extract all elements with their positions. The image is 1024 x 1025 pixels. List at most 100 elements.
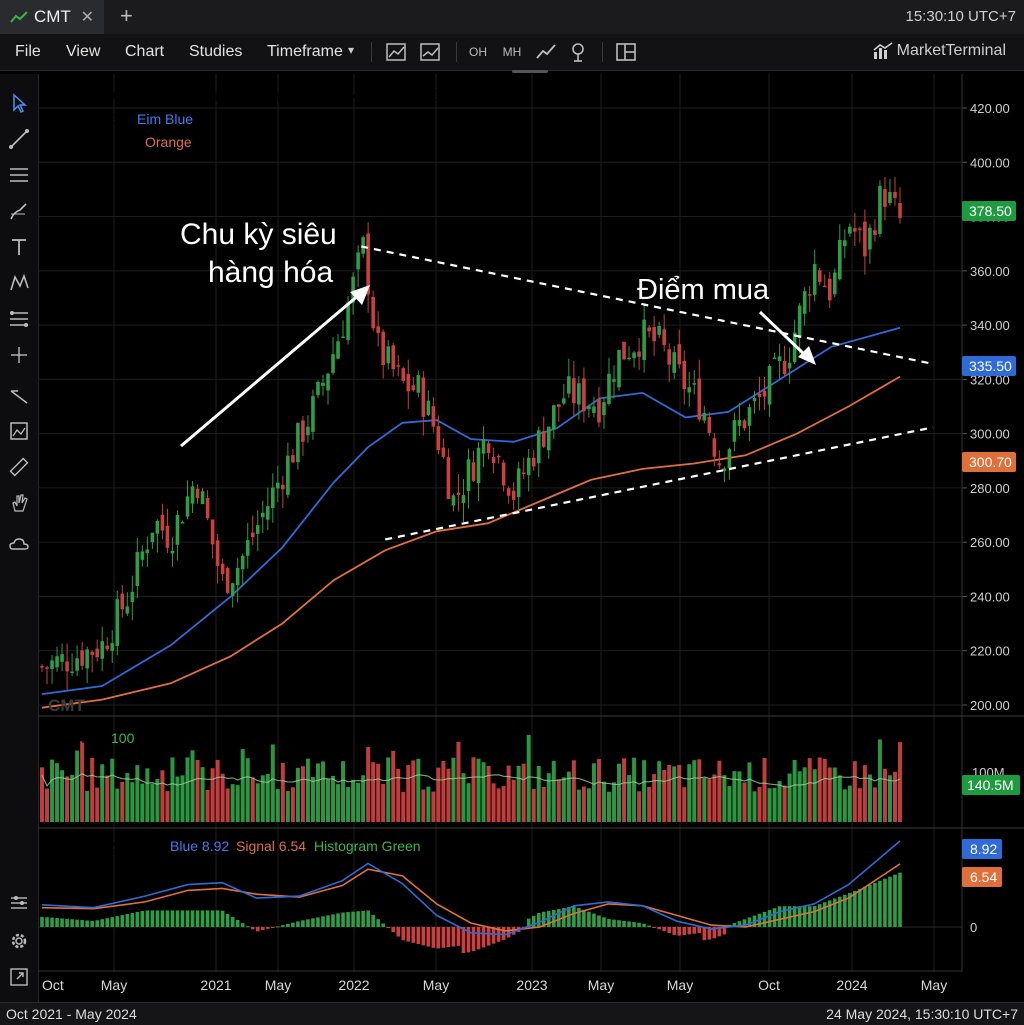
fib-icon[interactable] (8, 308, 30, 330)
macd-label: MACD (12, 26, 9) (50, 838, 159, 854)
volume-bar (205, 789, 210, 822)
layout-icon[interactable] (614, 41, 638, 63)
candle-body (145, 549, 150, 554)
macd-badge (962, 839, 1002, 859)
macd-histogram-bar (431, 927, 436, 948)
settings-sliders-icon[interactable] (8, 892, 30, 914)
candle-body (220, 563, 225, 575)
volume-bar (90, 757, 95, 822)
close-icon[interactable]: ✕ (80, 9, 94, 26)
candle-body (265, 506, 270, 520)
price-tick-label: 400.00 (970, 155, 1010, 170)
oh-button[interactable]: OH (469, 45, 487, 59)
candle-body (180, 521, 185, 524)
candle-body (551, 405, 556, 430)
macd-histogram-bar (682, 927, 687, 935)
brand-logo-icon (873, 42, 893, 59)
volume-value: 100 (111, 730, 135, 746)
macd-histogram-bar (95, 920, 99, 927)
macd-histogram-bar (587, 911, 591, 927)
pin-icon[interactable] (566, 41, 590, 63)
macd-histogram-bar (637, 922, 641, 927)
macd-histogram-bar (80, 920, 84, 927)
volume-bar (571, 760, 576, 822)
macd-histogram-bar (767, 910, 772, 927)
menu-chart[interactable]: Chart (125, 43, 165, 60)
ruler-icon[interactable] (8, 456, 30, 478)
volume-bar (371, 762, 376, 822)
macd-histogram-bar (577, 907, 581, 927)
time-tick-label: May (265, 977, 291, 993)
macd-histogram-bar (150, 910, 155, 927)
bar-chart-icon[interactable] (385, 41, 409, 63)
macd-histogram-bar (702, 927, 707, 941)
macd-histogram-bar (652, 927, 656, 928)
macd-histogram-bar (602, 917, 606, 927)
volume-bar (461, 773, 466, 822)
macd-histogram-bar (100, 919, 105, 927)
horizontal-lines-icon[interactable] (8, 164, 30, 186)
hand-icon[interactable] (8, 492, 30, 514)
volume-bar (401, 791, 406, 822)
candle-body (105, 645, 110, 650)
menu-timeframe[interactable]: Timeframe (267, 43, 343, 60)
menu-view[interactable]: View (66, 43, 101, 60)
macd-histogram-bar (461, 927, 466, 953)
export-icon[interactable] (8, 966, 30, 988)
cursor-icon[interactable] (8, 92, 30, 114)
area-chart-icon[interactable] (419, 41, 443, 63)
price-tick-label: 200.00 (970, 698, 1010, 713)
candle-body (562, 398, 566, 404)
tab-cmt[interactable]: CMT ✕ (0, 0, 104, 34)
pattern-icon[interactable] (8, 272, 30, 294)
macd-histogram-bar (426, 927, 431, 947)
candle-body (722, 468, 727, 471)
macd-histogram-bar (607, 918, 611, 927)
candle-body (341, 336, 345, 338)
candle-body (40, 666, 44, 668)
macd-histogram-bar (632, 922, 636, 927)
new-tab-button[interactable]: + (120, 3, 133, 28)
brush-icon[interactable] (8, 200, 30, 222)
macd-histogram-bar (130, 913, 135, 927)
candle-body (331, 354, 335, 373)
volume-bar (55, 763, 60, 822)
drag-handle[interactable] (512, 70, 548, 73)
chevron-down-icon[interactable]: ▾ (348, 43, 355, 57)
candle-body (692, 383, 697, 385)
line-icon[interactable] (534, 41, 558, 63)
time-tick-label: May (667, 977, 693, 993)
volume-bar (837, 775, 842, 822)
candle-body (130, 591, 135, 603)
volume-bar (802, 767, 807, 822)
arrow-head-icon (798, 346, 816, 365)
menu-studies[interactable]: Studies (189, 43, 243, 60)
volume-bar (722, 775, 727, 822)
menu-file[interactable]: File (15, 43, 41, 60)
candle-body (757, 393, 762, 397)
macd-histogram-bar (647, 925, 651, 927)
mh-button[interactable]: MH (502, 45, 522, 59)
trendline-icon[interactable] (8, 128, 30, 150)
volume-bar (807, 758, 812, 822)
chart-canvas[interactable]: 200.00 220.00 240.00 260.00 280.00 300.00 320.… (38, 74, 1024, 1002)
candle-body (516, 468, 521, 498)
volume-bar (847, 785, 852, 822)
text-icon[interactable] (8, 236, 30, 258)
macd-histogram-bar (145, 910, 150, 927)
cloud-sync-icon[interactable] (8, 534, 30, 556)
macd-histogram-bar (812, 905, 817, 927)
candle-body (893, 191, 897, 198)
status-bar: Oct 2021 - May 2024 24 May 2024, 15:30:1… (0, 1002, 1024, 1025)
measure-icon[interactable] (8, 386, 30, 408)
candle-body (582, 378, 586, 412)
volume-bar (406, 765, 411, 822)
image-icon[interactable] (8, 420, 30, 442)
macd-histogram-bar (260, 927, 265, 931)
time-tick-label: Oct (758, 977, 780, 993)
gear-icon[interactable] (8, 930, 30, 952)
candle-body (446, 457, 451, 500)
candle-body (115, 599, 120, 647)
time-tick-label: May (101, 977, 127, 993)
crosshair-icon[interactable] (8, 344, 30, 366)
